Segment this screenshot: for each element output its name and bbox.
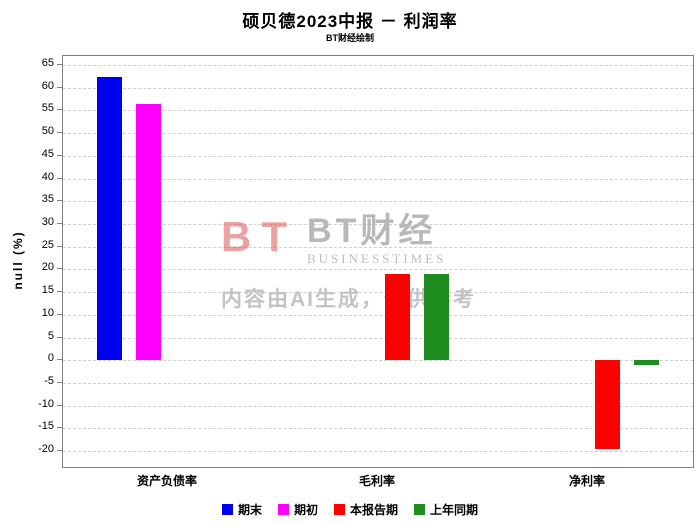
legend-item-本报告期: 本报告期 xyxy=(334,501,398,518)
bt-logo-icon: BT xyxy=(221,213,297,260)
y-tick-label: -10 xyxy=(38,397,54,410)
gridline xyxy=(63,405,693,407)
bar-本报告期-净利率 xyxy=(595,360,620,449)
y-tick-mark xyxy=(57,154,62,156)
y-tick-label: 35 xyxy=(41,193,54,206)
legend-item-期初: 期初 xyxy=(277,501,318,518)
y-tick-mark xyxy=(57,427,62,429)
y-tick-mark xyxy=(57,132,62,134)
y-tick-mark xyxy=(57,291,62,293)
gridline xyxy=(63,155,693,157)
x-axis-labels: 资产负债率 毛利率 净利率 xyxy=(62,472,692,488)
y-tick-mark xyxy=(57,359,62,361)
chart-title: 硕贝德2023中报 － 利润率 xyxy=(242,12,458,31)
y-tick-label: 20 xyxy=(41,261,54,274)
gridline xyxy=(63,87,693,89)
legend-swatch-icon xyxy=(277,504,289,515)
y-tick-mark xyxy=(57,313,62,315)
legend-label: 期末 xyxy=(237,503,262,517)
x-category-label: 净利率 xyxy=(568,474,605,488)
bar-期初-资产负债率 xyxy=(136,103,161,361)
y-tick-label: -15 xyxy=(38,420,54,433)
x-category-label: 毛利率 xyxy=(358,474,395,488)
y-tick-label: -5 xyxy=(44,374,54,387)
gridline xyxy=(63,382,693,384)
watermark-brand-english: BUSINESSTIMES xyxy=(307,251,447,266)
gridline xyxy=(63,133,693,135)
y-tick-label: 45 xyxy=(41,147,54,160)
gridline xyxy=(63,337,693,339)
gridline xyxy=(63,110,693,112)
bar-上年同期-净利率 xyxy=(634,360,659,365)
y-tick-label: 30 xyxy=(41,216,54,229)
gridline xyxy=(63,314,693,316)
gridline xyxy=(63,360,693,362)
y-tick-mark xyxy=(57,200,62,202)
bar-期末-资产负债率 xyxy=(97,76,122,361)
gridline xyxy=(63,201,693,203)
y-tick-label: 65 xyxy=(41,57,54,70)
legend-swatch-icon xyxy=(414,504,426,515)
y-tick-mark xyxy=(57,245,62,247)
y-tick-label: 40 xyxy=(41,170,54,183)
legend: 期末 期初 本报告期 上年同期 xyxy=(0,501,700,518)
bar-本报告期-毛利率 xyxy=(385,273,410,361)
chart-subtitle: BT财经绘制 xyxy=(326,33,374,43)
y-tick-mark xyxy=(57,404,62,406)
y-tick-label: 50 xyxy=(41,125,54,138)
legend-swatch-icon xyxy=(334,504,345,515)
gridline xyxy=(63,269,693,271)
y-tick-label: 0 xyxy=(47,352,54,365)
y-tick-label: 60 xyxy=(41,79,54,92)
y-tick-mark xyxy=(57,177,62,179)
x-category-label: 资产负债率 xyxy=(136,474,197,488)
watermark-brand-row: BT BT财经 BUSINESSTIMES xyxy=(221,214,561,267)
y-tick-label: 55 xyxy=(41,102,54,115)
legend-swatch-icon xyxy=(221,504,233,515)
y-tick-mark xyxy=(57,109,62,111)
gridline xyxy=(63,292,693,294)
y-tick-mark xyxy=(57,86,62,88)
y-tick-label: 5 xyxy=(47,329,54,342)
y-tick-mark xyxy=(57,223,62,225)
gridline xyxy=(63,451,693,453)
y-tick-label: 10 xyxy=(41,306,54,319)
y-tick-mark xyxy=(57,450,62,452)
y-tick-label: -20 xyxy=(38,443,54,456)
legend-label: 本报告期 xyxy=(350,503,399,517)
y-tick-mark xyxy=(57,64,62,66)
y-axis-tick-marks xyxy=(57,55,62,466)
y-tick-mark xyxy=(57,336,62,338)
gridline xyxy=(63,428,693,430)
gridline xyxy=(63,65,693,67)
legend-label: 上年同期 xyxy=(430,503,479,517)
plot-area: BT BT财经 BUSINESSTIMES 内容由AI生成，仅供参考 xyxy=(62,55,694,468)
gridline xyxy=(63,246,693,248)
y-tick-mark xyxy=(57,268,62,270)
bar-上年同期-毛利率 xyxy=(424,274,449,361)
watermark-brand-block: BT财经 BUSINESSTIMES xyxy=(307,214,446,267)
watermark-brand-name: BT财经 xyxy=(307,212,437,250)
legend-item-上年同期: 上年同期 xyxy=(414,501,478,518)
gridline xyxy=(63,224,693,226)
legend-label: 期初 xyxy=(293,503,318,517)
y-axis-tick-labels: 65 60 55 50 45 40 35 30 25 20 15 10 5 0 -5 -10 -15 -20 xyxy=(0,55,54,466)
y-tick-mark xyxy=(57,381,62,383)
legend-item-期末: 期末 xyxy=(221,501,262,518)
y-tick-label: 25 xyxy=(41,238,54,251)
y-tick-label: 15 xyxy=(41,284,54,297)
gridline xyxy=(63,178,693,180)
